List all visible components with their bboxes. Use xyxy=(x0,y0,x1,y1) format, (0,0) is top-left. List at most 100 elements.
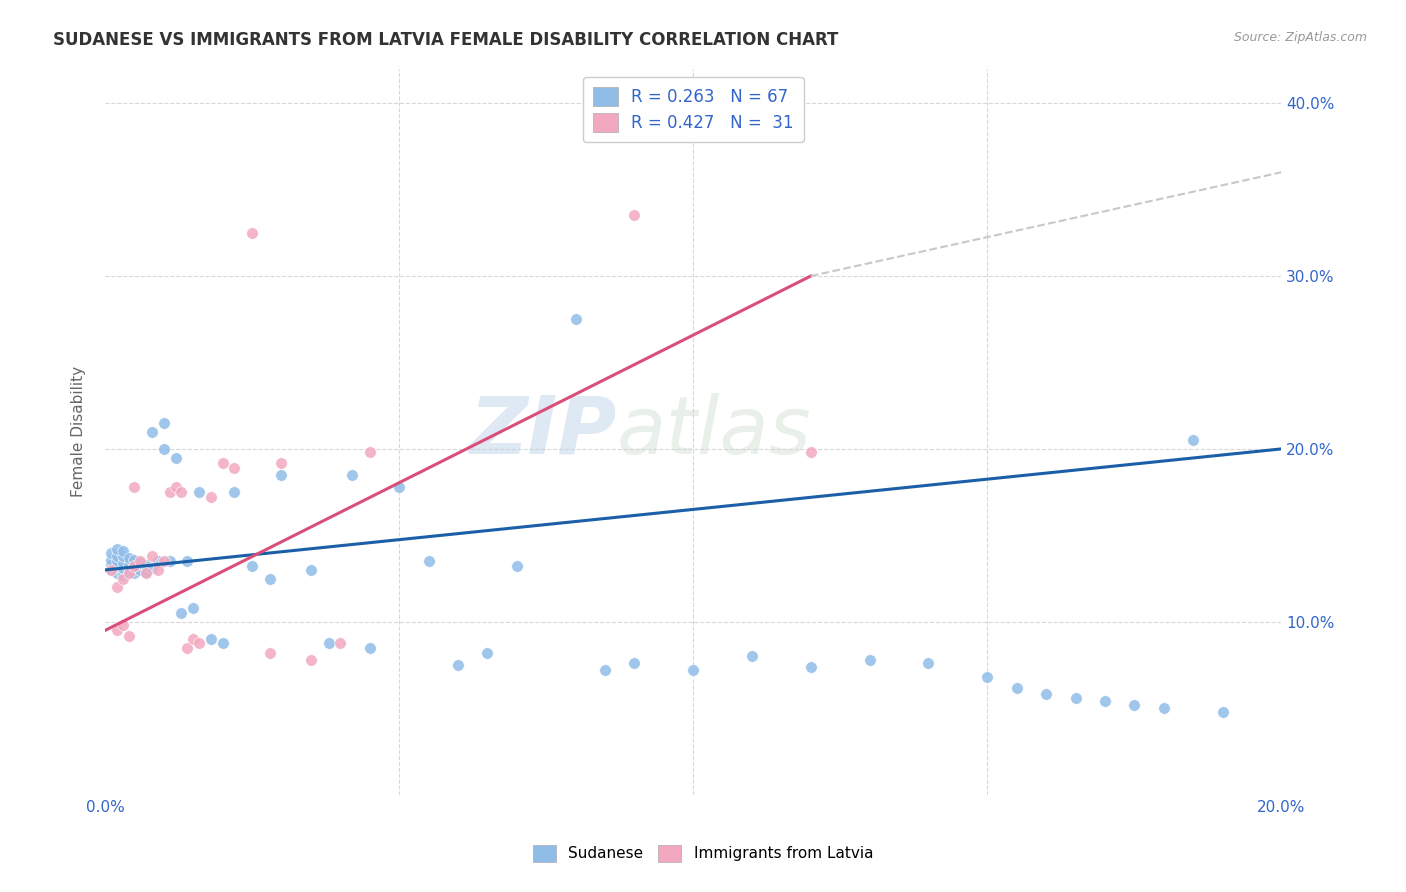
Point xyxy=(135,565,157,579)
Point xyxy=(100,563,122,577)
Point xyxy=(211,635,233,649)
Point xyxy=(159,485,181,500)
Point xyxy=(124,480,146,494)
Point xyxy=(105,554,128,568)
Point xyxy=(1094,694,1116,708)
Point xyxy=(1064,690,1087,705)
Point xyxy=(111,568,134,582)
Point xyxy=(176,554,198,568)
Point xyxy=(859,653,882,667)
Point xyxy=(623,209,645,223)
Point xyxy=(111,561,134,575)
Point xyxy=(153,416,176,430)
Point xyxy=(170,606,193,620)
Point xyxy=(318,635,340,649)
Point xyxy=(224,485,246,500)
Point xyxy=(100,563,122,577)
Point xyxy=(105,580,128,594)
Point xyxy=(111,549,134,563)
Point xyxy=(111,544,134,558)
Text: atlas: atlas xyxy=(617,392,811,471)
Legend: Sudanese, Immigrants from Latvia: Sudanese, Immigrants from Latvia xyxy=(527,838,879,868)
Point xyxy=(176,640,198,655)
Point xyxy=(418,554,440,568)
Point xyxy=(165,480,187,494)
Point xyxy=(211,456,233,470)
Point xyxy=(188,635,211,649)
Point xyxy=(146,554,169,568)
Point xyxy=(105,542,128,557)
Point xyxy=(1153,701,1175,715)
Point xyxy=(141,425,163,439)
Point xyxy=(129,563,152,577)
Point xyxy=(270,456,292,470)
Point xyxy=(117,565,139,579)
Point xyxy=(170,485,193,500)
Point xyxy=(800,659,823,673)
Point xyxy=(105,624,128,638)
Point xyxy=(359,445,381,459)
Point xyxy=(564,312,586,326)
Point xyxy=(1182,434,1205,448)
Point xyxy=(188,485,211,500)
Point xyxy=(800,445,823,459)
Point xyxy=(124,559,146,574)
Point xyxy=(159,554,181,568)
Point xyxy=(105,549,128,563)
Text: ZIP: ZIP xyxy=(470,392,617,471)
Point xyxy=(240,226,263,240)
Point xyxy=(135,566,157,581)
Point xyxy=(100,558,122,572)
Point xyxy=(153,442,176,456)
Point xyxy=(593,663,616,677)
Point xyxy=(299,653,322,667)
Point xyxy=(111,618,134,632)
Point xyxy=(117,566,139,581)
Point xyxy=(165,450,187,465)
Point xyxy=(224,461,246,475)
Point xyxy=(124,552,146,566)
Point xyxy=(200,632,222,646)
Point xyxy=(117,550,139,565)
Point xyxy=(105,559,128,574)
Point xyxy=(111,556,134,570)
Point xyxy=(181,601,204,615)
Point xyxy=(623,657,645,671)
Legend: R = 0.263   N = 67, R = 0.427   N =  31: R = 0.263 N = 67, R = 0.427 N = 31 xyxy=(582,77,804,142)
Point xyxy=(447,658,470,673)
Point xyxy=(259,646,281,660)
Point xyxy=(477,646,499,660)
Point xyxy=(117,558,139,572)
Point xyxy=(124,559,146,574)
Point xyxy=(181,632,204,646)
Point xyxy=(141,549,163,563)
Point xyxy=(111,572,134,586)
Point xyxy=(141,561,163,575)
Point xyxy=(340,467,363,482)
Point xyxy=(135,558,157,572)
Point xyxy=(153,554,176,568)
Point xyxy=(299,563,322,577)
Text: Source: ZipAtlas.com: Source: ZipAtlas.com xyxy=(1233,31,1367,45)
Point xyxy=(240,559,263,574)
Point xyxy=(146,563,169,577)
Point xyxy=(1212,705,1234,719)
Point xyxy=(741,649,763,664)
Point xyxy=(359,640,381,655)
Point xyxy=(129,556,152,570)
Point xyxy=(200,491,222,505)
Point xyxy=(270,467,292,482)
Text: SUDANESE VS IMMIGRANTS FROM LATVIA FEMALE DISABILITY CORRELATION CHART: SUDANESE VS IMMIGRANTS FROM LATVIA FEMAL… xyxy=(53,31,839,49)
Point xyxy=(124,566,146,581)
Point xyxy=(388,480,411,494)
Point xyxy=(105,566,128,581)
Point xyxy=(1035,687,1057,701)
Point xyxy=(682,663,704,677)
Point xyxy=(506,559,529,574)
Point xyxy=(329,635,352,649)
Point xyxy=(1123,698,1146,712)
Point xyxy=(129,554,152,568)
Point xyxy=(976,670,998,684)
Point xyxy=(100,552,122,566)
Point xyxy=(100,546,122,560)
